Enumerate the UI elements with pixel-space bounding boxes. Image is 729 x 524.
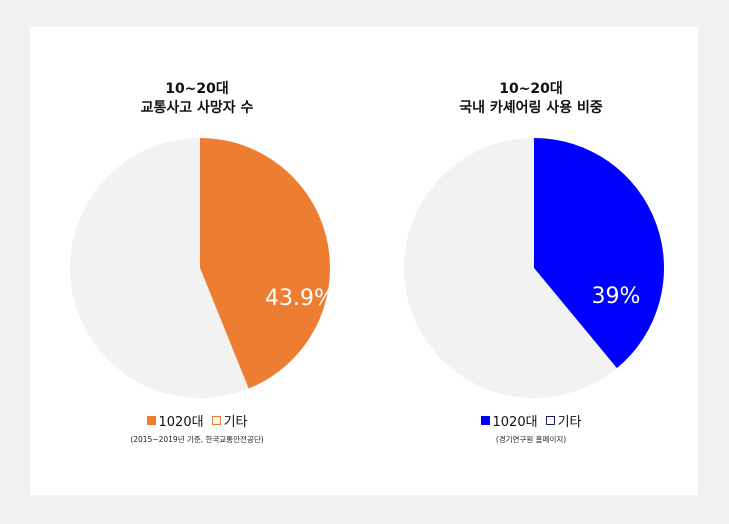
legend-swatch-other — [211, 416, 221, 425]
chart-card: 10~20대 교통사고 사망자 수 43.9% 1020대 기타 (2015~2… — [30, 27, 698, 495]
legend-item-other: 기타 — [211, 411, 248, 430]
legend-label-other: 기타 — [223, 415, 248, 430]
pie-slice-1020 — [534, 138, 664, 369]
source-note: (경기연구원 홈페이지) — [495, 435, 567, 444]
legend: 1020대 기타 — [364, 411, 698, 430]
legend-item-other: 기타 — [545, 411, 582, 430]
data-label-percent: 39% — [592, 284, 641, 309]
pie-slice-other — [404, 138, 617, 398]
chart-title-line-2: 국내 카셰어링 사용 비중 — [459, 100, 603, 116]
legend-swatch-other — [545, 416, 555, 425]
pie-chart-traffic-deaths: 10~20대 교통사고 사망자 수 43.9% 1020대 기타 (2015~2… — [30, 27, 364, 495]
source-note: (2015~2019년 기준, 한국교통안전공단) — [130, 435, 264, 444]
legend-label-1020: 1020대 — [158, 415, 204, 430]
chart-title-line-2: 교통사고 사망자 수 — [140, 100, 254, 116]
pie-chart-carsharing-usage: 10~20대 국내 카셰어링 사용 비중 39% 1020대 기타 (경기연구원… — [364, 27, 698, 495]
pie-slice-other — [70, 138, 249, 398]
legend-label-1020: 1020대 — [492, 415, 538, 430]
legend-item-1020: 1020대 — [146, 411, 204, 430]
pie-svg: 43.9% — [70, 138, 335, 398]
pie-svg: 39% — [404, 138, 664, 398]
legend-swatch-1020 — [146, 416, 156, 425]
chart-title-line-1: 10~20대 — [499, 81, 563, 97]
pie-slice-1020 — [200, 138, 331, 389]
legend-label-other: 기타 — [557, 415, 582, 430]
legend: 1020대 기타 — [30, 411, 364, 430]
legend-swatch-1020 — [480, 416, 490, 425]
chart-title: 10~20대 교통사고 사망자 수 — [30, 80, 364, 118]
data-label-percent: 43.9% — [265, 286, 335, 311]
legend-item-1020: 1020대 — [480, 411, 538, 430]
chart-title-line-1: 10~20대 — [165, 81, 229, 97]
chart-title: 10~20대 국내 카셰어링 사용 비중 — [364, 80, 698, 118]
